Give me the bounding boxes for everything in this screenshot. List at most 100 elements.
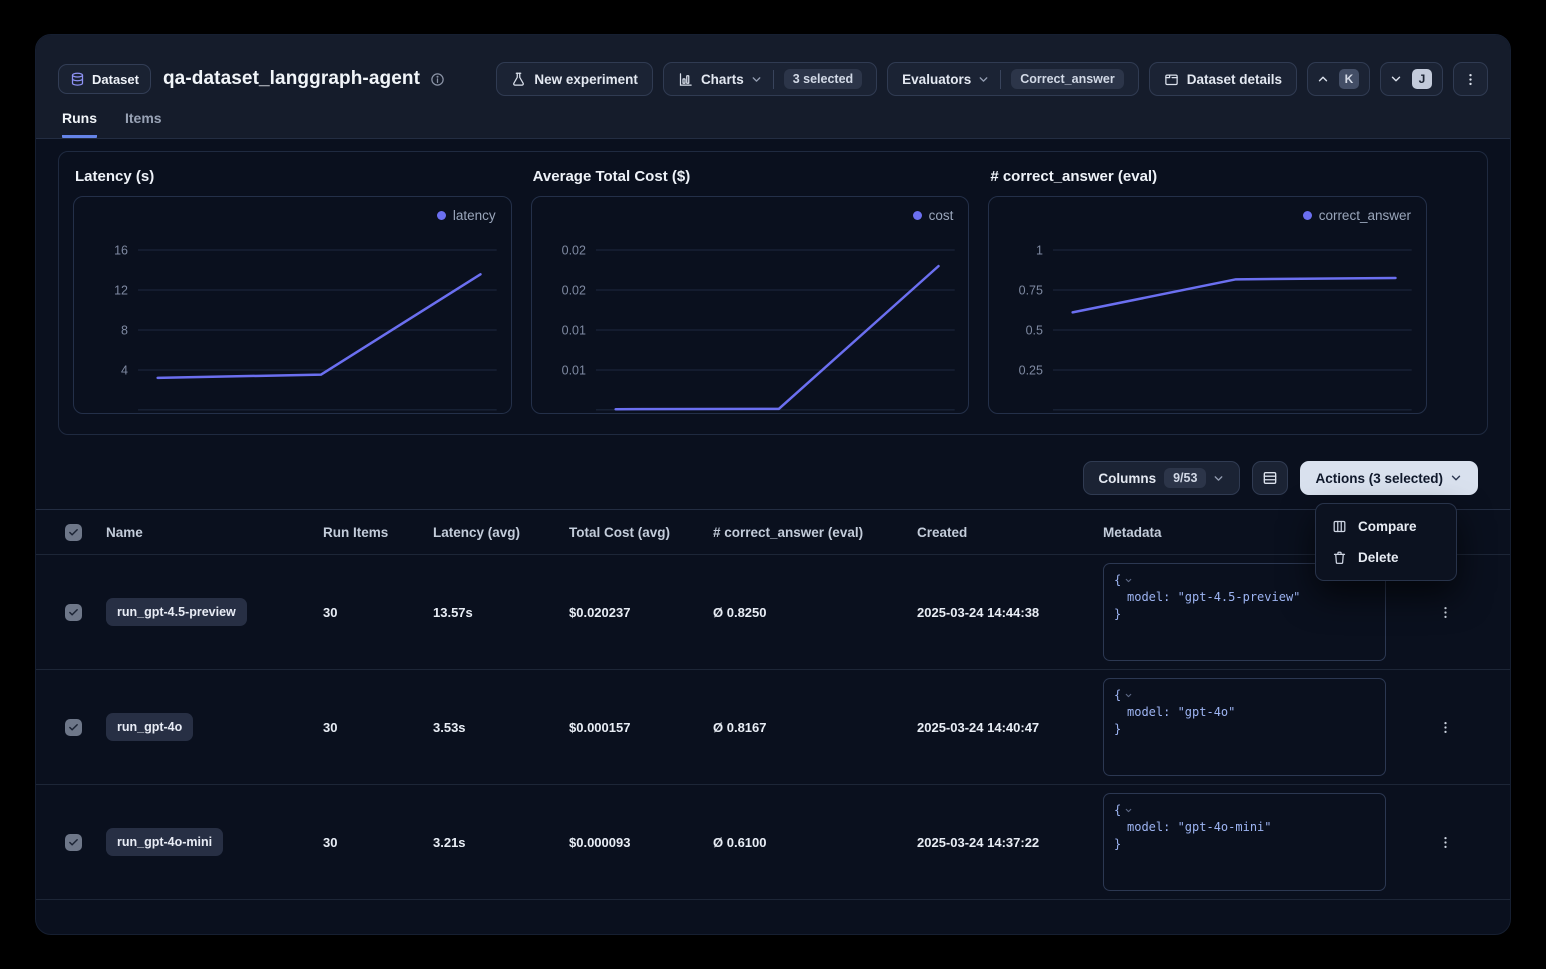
row-checkbox[interactable]: [65, 718, 82, 736]
divider: [1000, 69, 1002, 89]
columns-icon: [1332, 519, 1347, 534]
run-items-value: 30: [323, 604, 338, 620]
column-header-correct-answer[interactable]: # correct_answer (eval): [713, 524, 864, 540]
created-value: 2025-03-24 14:37:22: [917, 834, 1040, 850]
chart-cost: Average Total Cost ($) 0.02 0.02 0.01 0.01 …: [530, 166, 970, 414]
svg-text:4: 4: [121, 363, 128, 377]
columns-dropdown-button[interactable]: Columns 9/53: [1083, 461, 1241, 495]
chevron-down-icon: [1212, 472, 1225, 485]
table-toolbar: Columns 9/53 Actions (3 selected): [36, 461, 1478, 581]
dataset-badge: Dataset: [58, 64, 151, 94]
keycap-j: J: [1412, 69, 1432, 89]
created-value: 2025-03-24 14:40:47: [917, 719, 1040, 735]
row-checkbox[interactable]: [65, 833, 82, 851]
metadata-json-box[interactable]: { model: "gpt-4.5-preview" }: [1103, 563, 1386, 661]
svg-text:0.75: 0.75: [1019, 284, 1043, 298]
table-row[interactable]: run_gpt-4.5-preview 30 13.57s $0.020237 …: [36, 555, 1510, 670]
column-header-metadata[interactable]: Metadata: [1103, 524, 1162, 540]
menu-item-compare[interactable]: Compare: [1323, 511, 1449, 542]
charts-selected-badge: 3 selected: [783, 69, 863, 89]
column-header-run-items[interactable]: Run Items: [323, 524, 389, 540]
metadata-json-box[interactable]: { model: "gpt-4o" }: [1103, 678, 1386, 776]
total-cost-value: $0.020237: [569, 604, 631, 620]
actions-dropdown-button[interactable]: Actions (3 selected): [1300, 461, 1478, 495]
chevron-down-icon: [1449, 471, 1463, 485]
column-header-name[interactable]: Name: [106, 524, 143, 540]
tab-runs[interactable]: Runs: [62, 110, 97, 138]
page-title: qa-dataset_langgraph-agent: [162, 68, 420, 89]
row-checkbox[interactable]: [65, 603, 82, 621]
svg-text:0.02: 0.02: [561, 244, 585, 258]
chevron-down-icon[interactable]: [1124, 806, 1133, 815]
row-height-button[interactable]: [1252, 461, 1289, 495]
divider: [772, 69, 774, 89]
dataset-details-button[interactable]: Dataset details: [1148, 62, 1297, 96]
evaluators-selected-badge: Correct_answer: [1011, 69, 1124, 89]
run-name-chip[interactable]: run_gpt-4o: [106, 713, 194, 741]
menu-item-delete[interactable]: Delete: [1323, 542, 1449, 573]
charts-dropdown-button[interactable]: Charts 3 selected: [662, 62, 878, 96]
metadata-model-line: model: "gpt-4o": [1127, 705, 1236, 719]
chart-legend: cost: [912, 208, 953, 223]
row-actions-button[interactable]: [1430, 712, 1460, 742]
chevron-down-icon[interactable]: [1124, 691, 1133, 700]
latency-chart-panel: 16 12 8 4 latency: [73, 196, 512, 414]
chart-title: # correct_answer (eval): [990, 168, 1158, 185]
latency-value: 3.21s: [433, 834, 466, 850]
database-icon: [70, 72, 85, 87]
svg-text:8: 8: [121, 323, 128, 337]
chart-latency: Latency (s) 16 12 8 4 latency: [73, 166, 512, 414]
metadata-model-line: model: "gpt-4o-mini": [1127, 820, 1272, 834]
new-experiment-button[interactable]: New experiment: [496, 62, 653, 96]
keycap-k: K: [1339, 69, 1359, 89]
svg-text:0.5: 0.5: [1026, 323, 1043, 337]
chart-legend: correct_answer: [1302, 208, 1411, 223]
latency-line-chart: 16 12 8 4: [114, 244, 497, 411]
charts-section: Latency (s) 16 12 8 4 latency Average Total…: [58, 151, 1488, 435]
metadata-json-box[interactable]: { model: "gpt-4o-mini" }: [1103, 793, 1386, 891]
bar-chart-icon: [678, 72, 693, 87]
folder-icon: [1164, 72, 1179, 87]
run-name-chip[interactable]: run_gpt-4.5-preview: [106, 598, 247, 626]
more-options-button[interactable]: [1453, 62, 1488, 96]
svg-text:16: 16: [114, 244, 128, 258]
chevron-down-icon[interactable]: [1124, 576, 1133, 585]
cost-line-chart: 0.02 0.02 0.01 0.01: [561, 244, 955, 411]
app-window: Dataset qa-dataset_langgraph-agent New e…: [35, 34, 1511, 935]
column-header-created[interactable]: Created: [917, 524, 968, 540]
latency-value: 13.57s: [433, 604, 473, 620]
total-cost-value: $0.000093: [569, 834, 631, 850]
legend-dot-icon: [1302, 211, 1312, 220]
next-run-button[interactable]: J: [1380, 62, 1443, 96]
evaluators-dropdown-button[interactable]: Evaluators Correct_answer: [887, 62, 1139, 96]
select-all-checkbox[interactable]: [65, 523, 82, 541]
svg-text:1: 1: [1036, 244, 1043, 258]
correct-answer-value: Ø 0.8250: [713, 604, 767, 620]
correct-answer-value: Ø 0.8167: [713, 719, 767, 735]
chart-legend: latency: [436, 208, 496, 223]
table-row[interactable]: run_gpt-4o 30 3.53s $0.000157 Ø 0.8167 2…: [36, 670, 1510, 785]
tab-items[interactable]: Items: [125, 110, 162, 126]
chevron-down-icon: [750, 73, 763, 86]
runs-table: Name Run Items Latency (avg) Total Cost …: [36, 509, 1510, 900]
correct-answer-line-chart: 1 0.75 0.5 0.25: [1019, 244, 1412, 411]
column-header-total-cost[interactable]: Total Cost (avg): [569, 524, 670, 540]
legend-dot-icon: [436, 211, 446, 220]
row-actions-button[interactable]: [1430, 827, 1460, 857]
table-row[interactable]: run_gpt-4o-mini 30 3.21s $0.000093 Ø 0.6…: [36, 785, 1510, 900]
row-actions-button[interactable]: [1430, 597, 1460, 627]
chevron-down-icon: [977, 73, 990, 86]
info-icon[interactable]: [430, 72, 445, 87]
metadata-model-line: model: "gpt-4.5-preview": [1127, 590, 1301, 604]
svg-text:0.02: 0.02: [561, 284, 585, 298]
correct-answer-chart-panel: 1 0.75 0.5 0.25 correct_answer: [988, 196, 1427, 414]
previous-run-button[interactable]: K: [1307, 62, 1370, 96]
chart-correct-answer: # correct_answer (eval) 1 0.75 0.5 0.25 cor…: [988, 166, 1427, 414]
latency-value: 3.53s: [433, 719, 466, 735]
column-header-latency[interactable]: Latency (avg): [433, 524, 521, 540]
run-name-chip[interactable]: run_gpt-4o-mini: [106, 828, 224, 856]
header-actions: New experiment Charts 3 selected: [496, 62, 1488, 96]
svg-text:0.25: 0.25: [1019, 363, 1043, 377]
correct-answer-value: Ø 0.6100: [713, 834, 767, 850]
columns-count-badge: 9/53: [1164, 468, 1207, 488]
